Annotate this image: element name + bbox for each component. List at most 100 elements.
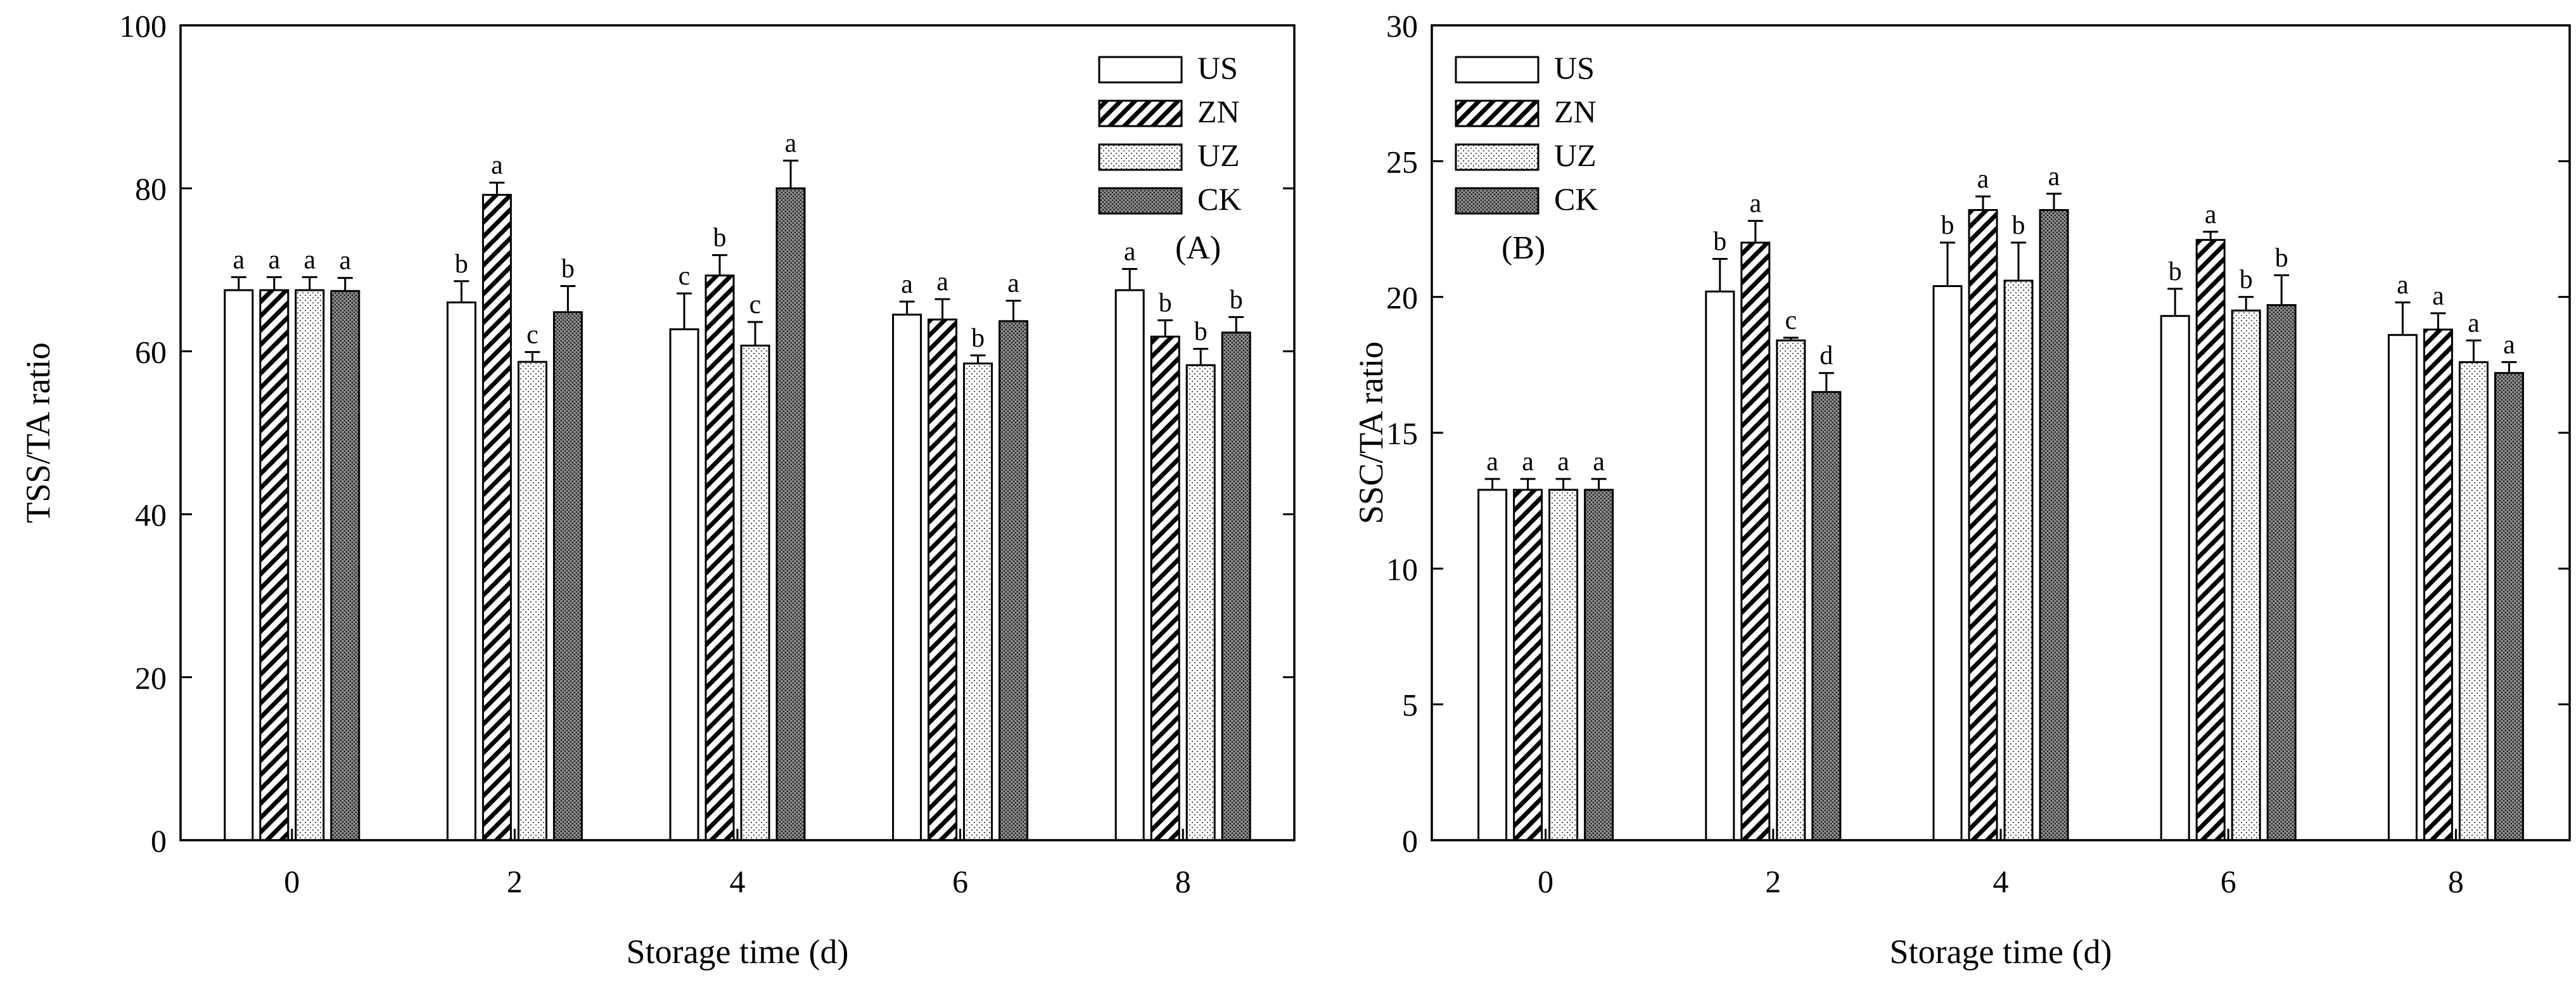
legend-label: UZ: [1197, 137, 1240, 173]
significance-letter: a: [233, 245, 245, 274]
y-tick-label: 25: [1386, 144, 1418, 179]
legend-label: UZ: [1554, 137, 1597, 173]
bar-zn: [2195, 239, 2226, 841]
bar-uz: [295, 289, 325, 841]
panel-label: (B): [1502, 230, 1545, 266]
legend-swatch: [1098, 56, 1183, 84]
bar-us: [1705, 290, 1735, 841]
bar-zn: [1740, 241, 1771, 841]
legend-label: CK: [1554, 181, 1598, 217]
significance-letter: a: [2432, 281, 2444, 310]
bar-zn: [2423, 328, 2453, 841]
y-tick-label: 20: [135, 660, 167, 696]
y-tick-label: 60: [135, 334, 167, 369]
x-tick-label: 4: [730, 864, 746, 899]
significance-letter: a: [1486, 447, 1498, 476]
bar-ck: [330, 290, 360, 841]
significance-letter: b: [1194, 317, 1208, 347]
bar-uz: [1548, 489, 1579, 841]
bar-zn: [705, 274, 735, 841]
significance-letter: b: [455, 250, 468, 279]
significance-letter: a: [2468, 309, 2480, 338]
significance-letter: a: [268, 245, 280, 274]
bar-us: [1932, 285, 1963, 841]
bar-us: [892, 314, 922, 841]
legend-swatch: [1455, 56, 1540, 84]
x-tick-label: 2: [1765, 864, 1781, 899]
y-axis-title: TSS/TA ratio: [19, 342, 57, 523]
y-tick-label: 20: [1386, 280, 1418, 316]
y-tick-label: 0: [1402, 823, 1418, 859]
bar-us: [2387, 334, 2418, 841]
significance-letter: c: [749, 290, 762, 319]
x-tick-label: 8: [2448, 864, 2464, 899]
significance-letter: a: [2048, 162, 2060, 191]
significance-letter: d: [1820, 342, 1833, 371]
significance-letter: c: [679, 262, 691, 291]
bar-zn: [1968, 208, 1998, 841]
y-tick-label: 30: [1386, 8, 1418, 44]
y-tick-label: 80: [135, 171, 167, 207]
significance-letter: a: [1557, 447, 1569, 476]
bar-uz: [1776, 339, 1806, 841]
y-tick-label: 40: [135, 497, 167, 533]
x-axis-title: Storage time (d): [627, 933, 849, 971]
bar-zn: [259, 289, 290, 841]
significance-letter: b: [1159, 289, 1172, 318]
significance-letter: b: [1713, 227, 1726, 257]
y-tick-label: 10: [1386, 551, 1418, 587]
legend-swatch: [1455, 99, 1540, 127]
bar-uz: [2003, 279, 2034, 841]
significance-letter: a: [785, 129, 797, 158]
significance-letter: a: [339, 246, 351, 276]
bar-uz: [963, 362, 993, 841]
significance-letter: b: [2012, 211, 2025, 240]
legend-swatch: [1098, 143, 1183, 171]
significance-letter: a: [936, 267, 948, 297]
significance-letter: b: [2169, 257, 2182, 286]
bar-zn: [1150, 335, 1180, 841]
bar-uz: [740, 344, 770, 841]
significance-letter: a: [1977, 165, 1989, 194]
significance-letter: b: [713, 224, 727, 253]
bar-ck: [1221, 331, 1251, 841]
bar-uz: [1185, 364, 1216, 841]
bar-ck: [2039, 208, 2069, 841]
legend-label: CK: [1197, 181, 1241, 217]
legend-swatch: [1455, 187, 1540, 215]
y-tick-label: 100: [119, 8, 167, 44]
significance-letter: b: [561, 255, 575, 284]
plot-frame: [179, 24, 1296, 841]
y-tick-label: 0: [151, 823, 167, 859]
bar-ck: [552, 311, 583, 841]
bar-us: [669, 328, 699, 841]
panel-label: (A): [1175, 230, 1221, 266]
significance-letter: a: [491, 151, 503, 180]
bar-uz: [2458, 361, 2489, 841]
significance-letter: a: [2503, 331, 2515, 360]
significance-letter: a: [303, 245, 316, 274]
x-axis-title: Storage time (d): [1890, 933, 2112, 971]
bar-us: [1114, 289, 1145, 841]
y-tick-label: 5: [1402, 687, 1418, 723]
significance-letter: b: [2240, 265, 2253, 295]
y-tick-label: 15: [1386, 416, 1418, 451]
significance-letter: b: [1230, 285, 1243, 314]
significance-letter: b: [2275, 243, 2288, 272]
bar-uz: [517, 361, 547, 841]
bar-ck: [1584, 489, 1614, 841]
bar-ck: [1811, 391, 1842, 841]
bar-ck: [2266, 304, 2297, 841]
x-tick-label: 4: [1993, 864, 2009, 899]
plot-frame: [1431, 24, 2571, 841]
significance-letter: a: [1124, 238, 1136, 267]
bar-us: [446, 301, 476, 841]
significance-letter: b: [1941, 211, 1954, 240]
significance-letter: a: [1007, 269, 1019, 298]
x-tick-label: 8: [1175, 864, 1191, 899]
significance-letter: a: [1593, 447, 1605, 476]
bar-zn: [481, 193, 512, 841]
legend-swatch: [1098, 187, 1183, 215]
